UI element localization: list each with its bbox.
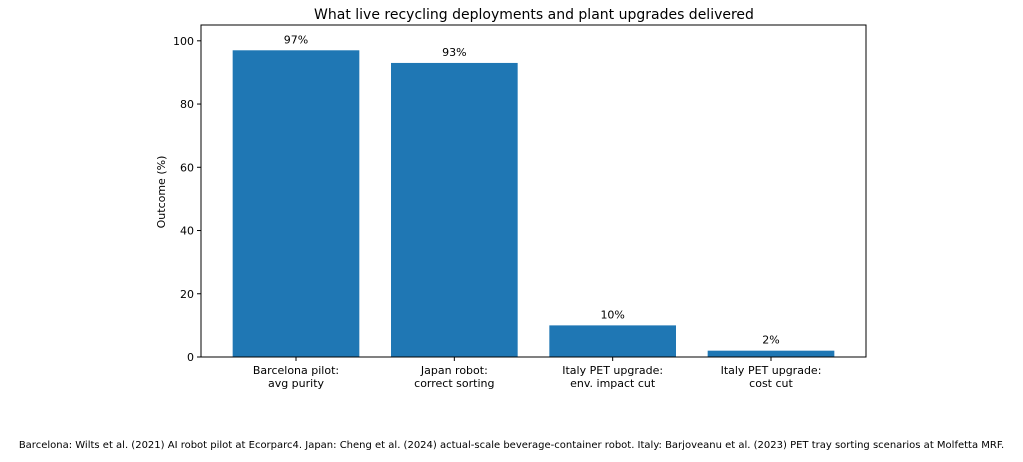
y-tick-label: 60 (180, 161, 194, 174)
x-tick-label-line: Italy PET upgrade: (721, 364, 822, 377)
x-tick-label: Italy PET upgrade: cost cut (721, 364, 822, 390)
y-tick-label: 100 (173, 35, 194, 48)
x-tick-label-line: env. impact cut (570, 377, 656, 390)
x-tick-label: Japan robot: correct sorting (414, 364, 494, 390)
bar-value-label: 10% (600, 308, 624, 321)
y-tick-label: 0 (187, 351, 194, 364)
bar (391, 62, 518, 357)
bar (232, 50, 360, 358)
bar-chart: What live recycling deployments and plan… (155, 7, 867, 390)
y-tick-label: 80 (180, 98, 194, 111)
bar-value-label: 93% (442, 46, 466, 59)
bar (549, 325, 676, 357)
plot-area: 97% 93% 10% 2% 0 20 40 60 80 100 Barcelona pilot: a… (173, 24, 867, 390)
axes-frame (200, 24, 867, 358)
x-tick-label-line: cost cut (749, 377, 793, 390)
y-axis-label: Outcome (%) (155, 156, 168, 229)
y-tick-label: 40 (180, 225, 194, 238)
bar-value-label: 2% (762, 334, 779, 347)
x-tick-label-line: avg purity (268, 377, 325, 390)
x-tick-label-line: correct sorting (414, 377, 494, 390)
y-tick-label: 20 (180, 288, 194, 301)
source-caption: Barcelona: Wilts et al. (2021) AI robot … (18, 440, 1005, 451)
x-tick-label-line: Barcelona pilot: (253, 364, 339, 377)
x-tick-label: Barcelona pilot: avg purity (253, 364, 339, 390)
bar (707, 350, 835, 357)
x-tick-label: Italy PET upgrade: env. impact cut (562, 364, 663, 390)
x-tick-label-line: Italy PET upgrade: (562, 364, 663, 377)
chart-title: What live recycling deployments and plan… (314, 7, 754, 23)
x-tick-label-line: Japan robot: (420, 364, 488, 377)
bar-value-label: 97% (284, 33, 308, 46)
